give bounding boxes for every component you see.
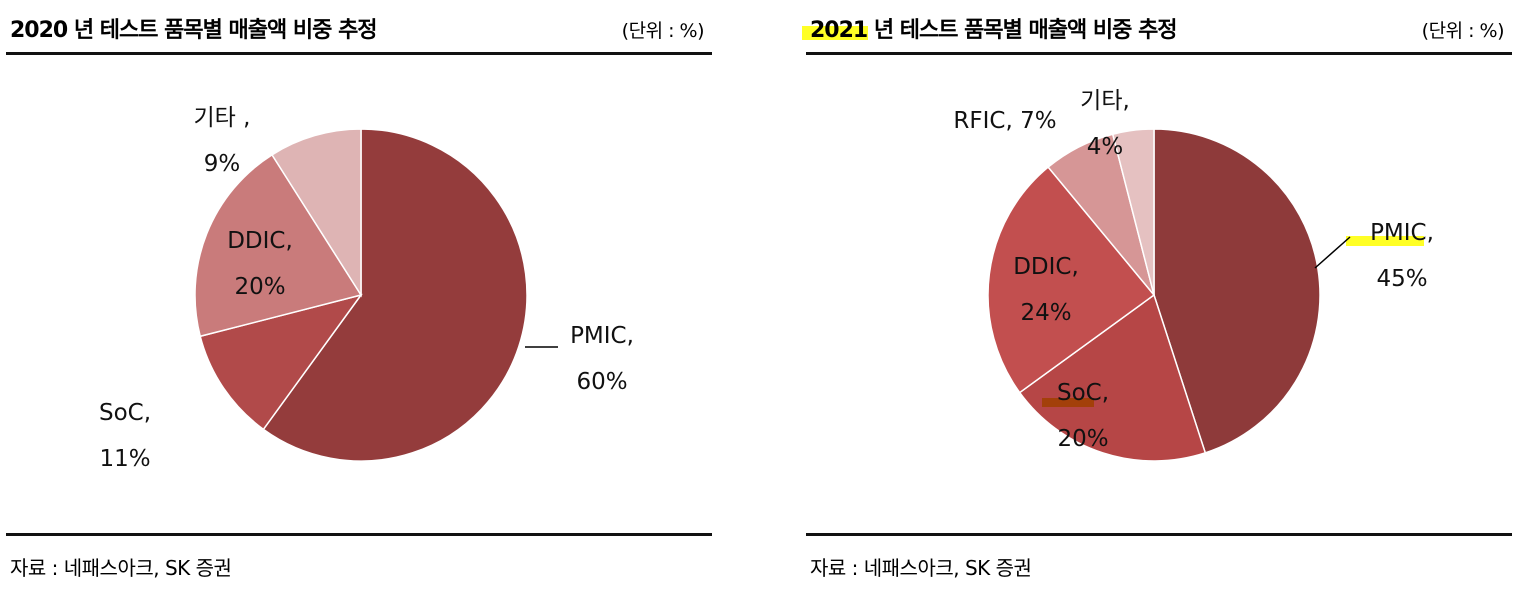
data-label-value-soc: 11% <box>99 446 150 472</box>
data-label-name-pmic: PMIC, <box>1370 220 1434 246</box>
footer-divider <box>806 533 1512 536</box>
pie-chart-2020: PMIC, 60% SoC, 11% DDIC, 20% 기타 , 9% <box>99 105 634 472</box>
pie-slice-etc <box>271 128 362 298</box>
data-label-name-etc: 기타, <box>1080 88 1130 114</box>
data-label-value-ddic: 24% <box>1020 300 1071 326</box>
title-divider <box>6 52 712 55</box>
pie-slice-soc <box>1018 293 1207 462</box>
chart-title-2020: 2020 년 테스트 품목별 매출액 비중 추정 <box>10 18 378 43</box>
chart-title-year: 2021 <box>810 18 868 43</box>
data-label-value-soc: 20% <box>1057 426 1108 452</box>
highlight-mark <box>1346 236 1424 246</box>
footer-divider <box>6 533 712 536</box>
unit-label-2021: (단위 : %) <box>1421 20 1505 42</box>
leader-line <box>1314 236 1351 269</box>
data-label-name-soc: SoC, <box>99 400 151 426</box>
source-note-2020: 자료 : 네패스아크, SK 증권 <box>10 556 232 580</box>
highlight-mark <box>1042 398 1094 407</box>
data-label-name-ddic: DDIC, <box>227 228 293 254</box>
chart-panel-2021: 2021 년 테스트 품목별 매출액 비중 추정 (단위 : %) PMIC, 4… <box>800 0 1512 594</box>
data-label-name-ddic: DDIC, <box>1013 254 1079 280</box>
data-label-value-ddic: 20% <box>234 274 285 300</box>
pie-slice-ddic <box>194 153 363 338</box>
title-divider <box>806 52 1512 55</box>
data-label-name-rfic: RFIC, 7% <box>953 108 1056 134</box>
pie-slice-ddic <box>987 166 1156 394</box>
chart-panel-2020: 2020 년 테스트 품목별 매출액 비중 추정 (단위 : %) PMIC, 6… <box>0 0 712 594</box>
data-label-value-etc: 9% <box>204 151 241 177</box>
pie-slice-pmic <box>262 128 528 462</box>
data-label-name-soc: SoC, <box>1057 380 1109 406</box>
pie-slice-soc <box>199 293 363 431</box>
pie-chart-2021: PMIC, 45% SoC, 20% DDIC, 24% RFIC, 7% 기타, 4% <box>953 88 1434 462</box>
pie-slice-etc <box>1111 128 1155 296</box>
chart-title-2021: 2021 년 테스트 품목별 매출액 비중 추정 <box>810 12 1178 44</box>
data-label-name-pmic: PMIC, <box>570 323 634 349</box>
data-label-name-etc: 기타 , <box>194 105 251 131</box>
data-label-value-pmic: 60% <box>576 369 627 395</box>
unit-label-2020: (단위 : %) <box>621 20 705 42</box>
chart-title-text: 년 테스트 품목별 매출액 비중 추정 <box>867 18 1178 43</box>
data-label-value-pmic: 45% <box>1376 266 1427 292</box>
source-note-2021: 자료 : 네패스아크, SK 증권 <box>810 556 1032 580</box>
pie-slice-pmic <box>1153 128 1321 454</box>
highlight-mark <box>802 26 868 40</box>
data-label-value-etc: 4% <box>1087 134 1124 160</box>
